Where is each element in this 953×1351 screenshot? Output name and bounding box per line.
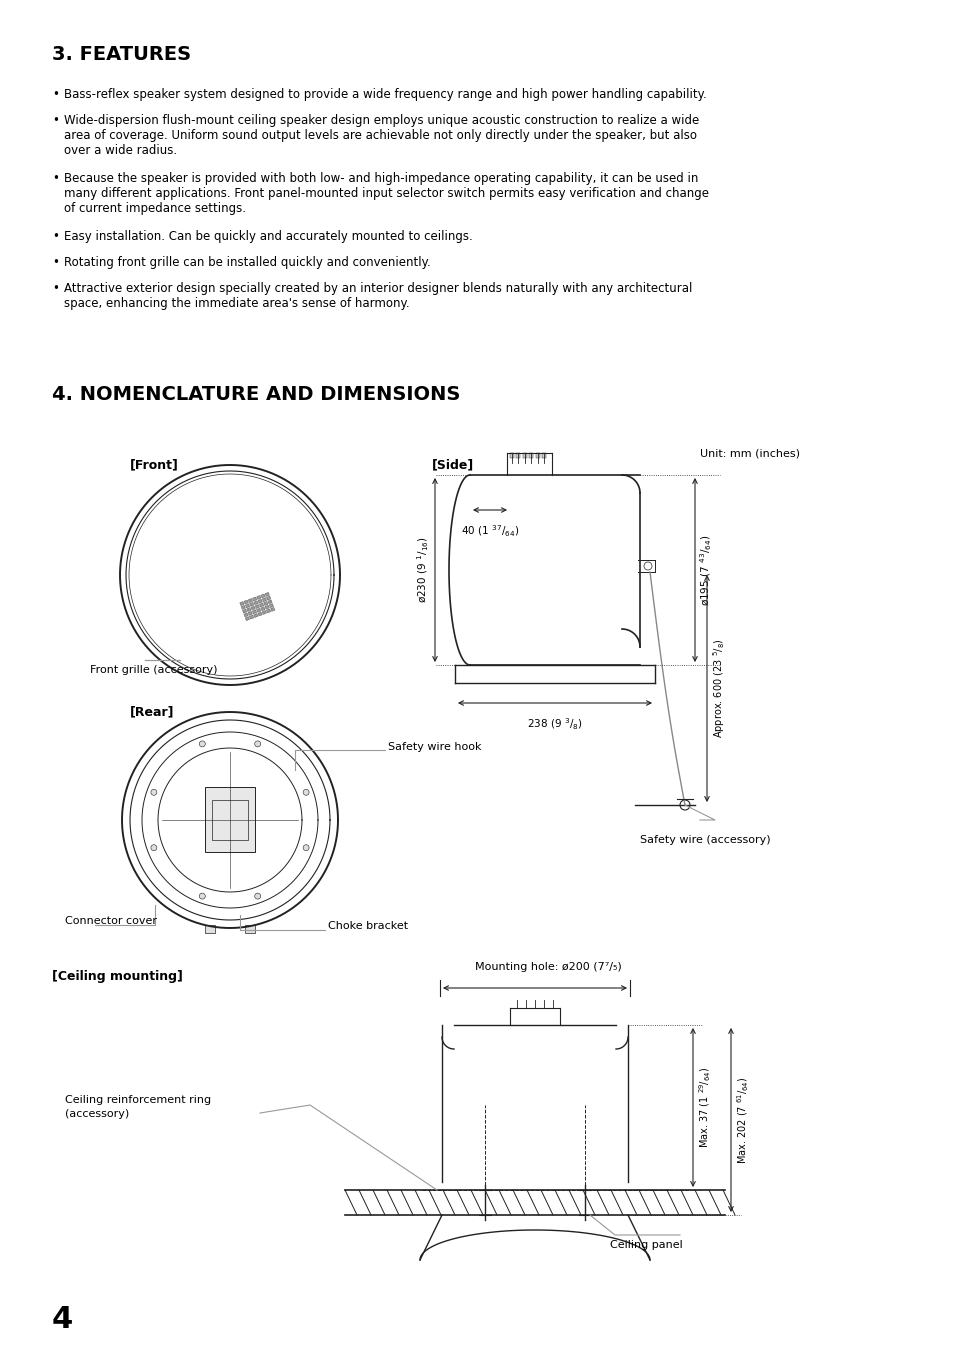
Bar: [245, 616, 250, 620]
Text: Choke bracket: Choke bracket: [328, 921, 408, 931]
Circle shape: [199, 893, 205, 900]
Bar: [271, 608, 274, 612]
Text: 238 (9 $^{3}$/$_{8}$): 238 (9 $^{3}$/$_{8}$): [527, 717, 582, 732]
Text: •: •: [52, 230, 59, 243]
Bar: [245, 604, 250, 608]
Text: [Rear]: [Rear]: [130, 705, 174, 717]
Bar: [212, 800, 248, 840]
Text: ø230 (9 $^{1}$/$_{16}$): ø230 (9 $^{1}$/$_{16}$): [416, 536, 431, 604]
Circle shape: [303, 789, 309, 796]
Bar: [260, 594, 265, 598]
Text: (accessory): (accessory): [65, 1109, 129, 1119]
Text: •: •: [52, 113, 59, 127]
Bar: [205, 925, 214, 934]
Text: [Side]: [Side]: [432, 458, 474, 471]
Text: Because the speaker is provided with both low- and high-impedance operating capa: Because the speaker is provided with bot…: [64, 172, 708, 215]
Bar: [262, 597, 266, 601]
Bar: [245, 925, 254, 934]
Bar: [269, 604, 274, 608]
Bar: [256, 608, 260, 612]
Text: 4. NOMENCLATURE AND DIMENSIONS: 4. NOMENCLATURE AND DIMENSIONS: [52, 385, 460, 404]
Bar: [250, 603, 253, 607]
Bar: [529, 453, 533, 458]
Text: Rotating front grille can be installed quickly and conveniently.: Rotating front grille can be installed q…: [64, 255, 431, 269]
Text: Max. 37 (1 $^{29}$/$_{64}$): Max. 37 (1 $^{29}$/$_{64}$): [698, 1067, 713, 1148]
Bar: [542, 453, 546, 458]
Bar: [266, 609, 271, 613]
Bar: [249, 615, 253, 619]
Bar: [256, 596, 261, 600]
Bar: [253, 597, 256, 601]
Bar: [244, 613, 248, 617]
Text: Bass-reflex speaker system designed to provide a wide frequency range and high p: Bass-reflex speaker system designed to p…: [64, 88, 706, 101]
Text: 3. FEATURES: 3. FEATURES: [52, 45, 191, 63]
Bar: [248, 598, 253, 603]
Text: •: •: [52, 88, 59, 101]
Text: ø195 (7 $^{43}$/$_{64}$): ø195 (7 $^{43}$/$_{64}$): [699, 535, 714, 605]
Text: Connector cover: Connector cover: [65, 916, 157, 925]
Bar: [205, 788, 254, 852]
Text: [Ceiling mounting]: [Ceiling mounting]: [52, 970, 183, 984]
Circle shape: [151, 789, 156, 796]
Bar: [262, 611, 266, 615]
Circle shape: [254, 740, 260, 747]
Circle shape: [199, 740, 205, 747]
Bar: [251, 607, 255, 611]
Text: Easy installation. Can be quickly and accurately mounted to ceilings.: Easy installation. Can be quickly and ac…: [64, 230, 473, 243]
Bar: [253, 613, 257, 617]
Bar: [265, 592, 269, 596]
Text: Mounting hole: ø200 (7⁷/₅): Mounting hole: ø200 (7⁷/₅): [475, 962, 621, 971]
Bar: [247, 608, 251, 612]
Bar: [536, 453, 539, 458]
Circle shape: [151, 844, 156, 851]
Text: Ceiling reinforcement ring: Ceiling reinforcement ring: [65, 1096, 211, 1105]
Bar: [257, 600, 262, 603]
Text: Safety wire hook: Safety wire hook: [388, 742, 481, 753]
Bar: [248, 611, 253, 615]
Bar: [522, 453, 526, 458]
Text: Wide-dispersion flush-mount ceiling speaker design employs unique acoustic const: Wide-dispersion flush-mount ceiling spea…: [64, 113, 699, 157]
Text: Attractive exterior design specially created by an interior designer blends natu: Attractive exterior design specially cre…: [64, 282, 692, 309]
Bar: [268, 600, 272, 604]
Bar: [252, 609, 256, 613]
Text: Ceiling panel: Ceiling panel: [609, 1240, 682, 1250]
Bar: [260, 607, 265, 611]
Bar: [241, 605, 245, 609]
Bar: [244, 600, 248, 604]
Text: Safety wire (accessory): Safety wire (accessory): [639, 835, 770, 844]
Bar: [263, 601, 268, 605]
Text: •: •: [52, 172, 59, 185]
Circle shape: [303, 844, 309, 851]
Bar: [266, 596, 271, 600]
Bar: [510, 453, 514, 458]
Text: 4: 4: [52, 1305, 73, 1333]
Text: Max. 202 (7 $^{61}$/$_{64}$): Max. 202 (7 $^{61}$/$_{64}$): [735, 1077, 751, 1163]
Text: Unit: mm (inches): Unit: mm (inches): [700, 449, 800, 458]
Text: Approx. 600 (23 $^{5}$/$_{8}$): Approx. 600 (23 $^{5}$/$_{8}$): [710, 639, 726, 739]
Text: •: •: [52, 282, 59, 295]
Text: Front grille (accessory): Front grille (accessory): [90, 665, 217, 676]
Bar: [257, 612, 262, 616]
Bar: [242, 609, 247, 613]
Bar: [516, 453, 520, 458]
Text: •: •: [52, 255, 59, 269]
Text: [Front]: [Front]: [130, 458, 178, 471]
Bar: [254, 604, 259, 608]
Circle shape: [254, 893, 260, 900]
Bar: [239, 601, 244, 605]
Text: 40 (1 $^{37}$/$_{64}$): 40 (1 $^{37}$/$_{64}$): [460, 524, 518, 539]
Bar: [265, 605, 269, 609]
Bar: [253, 601, 258, 605]
Bar: [259, 603, 263, 607]
